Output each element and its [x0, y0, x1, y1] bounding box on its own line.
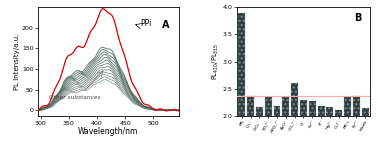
Bar [300, 100, 307, 116]
Text: B: B [354, 12, 362, 23]
Bar [327, 107, 333, 116]
Y-axis label: PL Intensity/a.u.: PL Intensity/a.u. [14, 34, 20, 90]
Bar [247, 96, 254, 116]
Bar [362, 108, 369, 116]
Text: Other substances: Other substances [49, 95, 101, 100]
Bar [344, 97, 351, 116]
Bar [265, 97, 272, 116]
Bar [282, 97, 289, 116]
Bar [274, 106, 280, 116]
Bar [256, 107, 263, 116]
Bar [335, 110, 342, 116]
Bar [291, 83, 298, 116]
Text: A: A [162, 20, 169, 30]
Y-axis label: $\mathrm{PL_{410}/PL_{315}}$: $\mathrm{PL_{410}/PL_{315}}$ [211, 43, 221, 80]
Bar [318, 106, 325, 116]
X-axis label: Wavelength/nm: Wavelength/nm [78, 127, 138, 136]
Bar [309, 101, 316, 116]
Bar [353, 96, 360, 116]
Text: PPi: PPi [141, 19, 152, 28]
Bar [239, 13, 245, 116]
